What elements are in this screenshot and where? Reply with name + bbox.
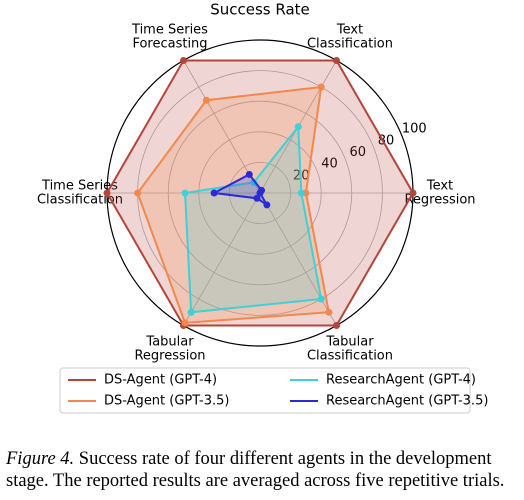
legend-label: DS-Agent (GPT-3.5) xyxy=(104,394,229,409)
legend-label: ResearchAgent (GPT-4) xyxy=(326,373,476,388)
data-point xyxy=(181,319,189,327)
r-tick-label: 80 xyxy=(378,133,395,148)
data-point xyxy=(317,295,325,303)
category-label: Tabular xyxy=(325,334,374,349)
legend-box xyxy=(59,367,471,414)
category-label: Classification xyxy=(307,37,393,52)
data-point xyxy=(134,189,142,197)
category-label: Classification xyxy=(37,193,123,208)
r-tick-label: 100 xyxy=(402,122,427,137)
data-point xyxy=(202,96,210,104)
data-point xyxy=(297,189,305,197)
category-label: Tabular xyxy=(145,334,194,349)
spoke xyxy=(259,192,337,326)
data-point xyxy=(333,56,340,64)
category-label: Text xyxy=(336,23,363,38)
caption: Figure 4. Success rate of four different… xyxy=(6,448,520,492)
data-point xyxy=(253,194,261,202)
data-point xyxy=(258,186,266,194)
data-point xyxy=(180,56,187,64)
data-point xyxy=(333,322,340,330)
r-tick-label: 40 xyxy=(321,157,338,172)
category-label: Classification xyxy=(307,348,393,363)
chart: Success Rate 20406080100TextRegressionTe… xyxy=(37,1,488,414)
category-label: Time Series xyxy=(131,23,208,38)
caption-text: Success rate of four different agents in… xyxy=(6,449,505,491)
category-label: Regression xyxy=(134,348,205,363)
data-point xyxy=(103,189,111,197)
r-tick-label: 60 xyxy=(349,145,366,160)
caption-label: Figure 4. xyxy=(6,449,75,469)
chart-title: Success Rate xyxy=(210,1,310,19)
data-point xyxy=(181,189,189,197)
data-point xyxy=(210,189,218,197)
spoke xyxy=(183,60,261,194)
data-point xyxy=(317,83,325,91)
spoke xyxy=(183,192,261,326)
data-point xyxy=(263,201,271,209)
data-point xyxy=(294,123,302,131)
legend-label: DS-Agent (GPT-4) xyxy=(104,373,217,388)
category-label: Regression xyxy=(404,193,475,208)
data-point xyxy=(409,189,417,197)
category-label: Forecasting xyxy=(132,37,207,52)
legend-label: ResearchAgent (GPT-3.5) xyxy=(326,394,488,409)
category-label: Text xyxy=(426,179,453,194)
data-point xyxy=(187,308,195,316)
data-point xyxy=(325,308,333,316)
category-label: Time Series xyxy=(41,179,118,194)
data-point xyxy=(245,170,253,178)
